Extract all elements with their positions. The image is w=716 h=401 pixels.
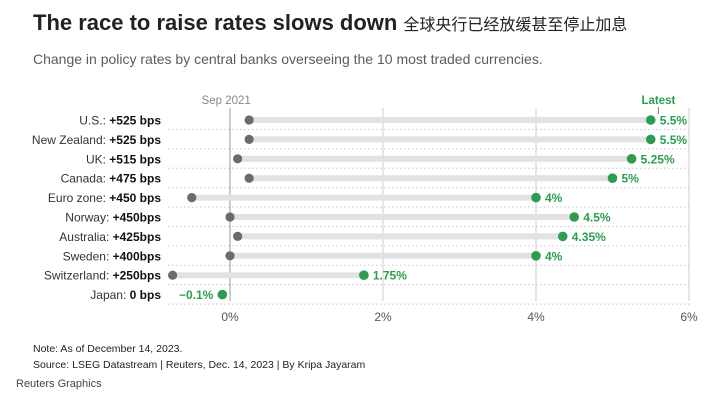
headline-text: The race to raise rates slows down [33,10,398,35]
latest-header-label: Latest [641,95,675,107]
start-dot [168,270,178,280]
latest-dot [531,251,541,261]
latest-value-label: 4.35% [572,230,606,244]
row-label: Australia: +425bps [59,230,161,244]
row-label: Sweden: +400bps [63,249,162,263]
row-label: Euro zone: +450 bps [48,191,161,205]
latest-value-label: 5% [622,172,640,186]
chart-headline: The race to raise rates slows down 全球央行已经… [33,10,627,36]
latest-dot [557,231,568,242]
bps-change: +400bps [113,249,162,263]
bps-change: +525 bps [109,114,161,128]
start-dot [187,193,197,203]
latest-dot [531,192,541,203]
reuters-graphics-credit: Reuters Graphics [16,378,102,390]
bps-change: +450bps [113,211,162,225]
bps-change: +450 bps [109,191,161,205]
latest-value-label: 5.25% [641,152,675,166]
start-header-label: Sep 2021 [202,95,251,107]
latest-dot [569,212,580,222]
row-label: New Zealand: +525 bps [32,133,161,147]
country-name: Norway: [65,211,112,225]
chart-note: Note: As of December 14, 2023. [33,343,183,355]
row-label: Canada: +475 bps [61,172,162,186]
x-tick-label: 4% [527,310,545,324]
latest-dot [607,173,618,183]
headline-chinese: 全球央行已经放缓甚至停止加息 [403,15,628,34]
latest-dot [359,270,369,281]
bps-change: +475 bps [109,172,161,186]
latest-dot [626,154,637,164]
latest-value-label: 4.5% [583,211,611,225]
start-dot [233,231,243,241]
dumbbell-chart: 0% 2% 4% 6% Sep 2021 Latest U.S.: +525 bps 5.5%… [32,95,698,324]
country-name: Sweden: [63,249,113,263]
start-dot [225,212,235,222]
start-dot [244,134,254,144]
country-name: Euro zone: [48,191,109,205]
row-label: Japan: 0 bps [90,288,161,302]
bps-change: +525 bps [109,133,161,147]
x-tick-label: 0% [221,310,239,324]
country-name: UK: [86,152,109,166]
bps-change: +515 bps [109,152,161,166]
x-tick-label: 2% [374,310,392,324]
latest-value-label: 5.5% [660,133,688,147]
x-tick-label: 6% [680,310,698,324]
country-name: Switzerland: [44,269,113,283]
latest-dot [645,134,656,145]
bps-change: 0 bps [130,288,162,302]
chart-subtitle: Change in policy rates by central banks … [33,51,543,67]
chart-source: Source: LSEG Datastream | Reuters, Dec. … [33,359,366,371]
row-label: Norway: +450bps [65,211,161,225]
start-dot [225,251,235,261]
country-name: Canada: [61,172,110,186]
country-name: Japan: [90,288,129,302]
start-dot [244,173,254,183]
start-dot [233,154,243,164]
country-name: U.S.: [79,114,109,128]
latest-value-label: −0.1% [179,288,214,302]
bps-change: +250bps [113,269,162,283]
start-dot [244,115,254,125]
latest-value-label: 1.75% [373,269,407,283]
latest-value-label: 5.5% [660,114,688,128]
latest-dot [645,115,656,125]
latest-dot [217,289,228,300]
country-name: New Zealand: [32,133,109,147]
row-label: U.S.: +525 bps [79,114,161,128]
country-name: Australia: [59,230,112,244]
latest-value-label: 4% [545,249,563,263]
bps-change: +425bps [113,230,162,244]
row-label: UK: +515 bps [86,152,161,166]
row-label: Switzerland: +250bps [44,269,161,283]
latest-value-label: 4% [545,191,563,205]
